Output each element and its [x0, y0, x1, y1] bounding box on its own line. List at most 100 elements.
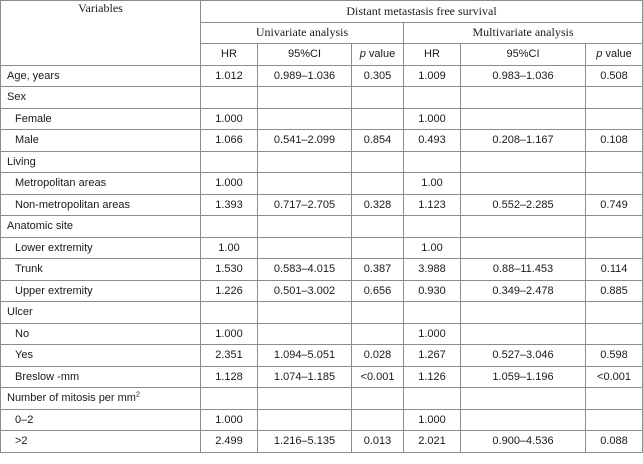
multivariate-ci-cell: 1.059–1.196: [460, 365, 586, 388]
table-row: Trunk 1.530 0.583–4.015 0.387 3.988 0.88–11.4…: [0, 258, 643, 281]
univariate-hr-cell: [200, 215, 258, 238]
univariate-hr-cell: 1.000: [200, 408, 258, 431]
univariate-ci-cell: 0.717–2.705: [257, 193, 352, 216]
multivariate-ci-cell: [460, 301, 586, 324]
univariate-hr-cell: 1.226: [200, 279, 258, 302]
header-row-3: HR 95%CI p value HR 95%CI p value: [1, 43, 643, 66]
header-row-1: Variables Distant metastasis free surviv…: [0, 0, 643, 66]
row-label-text: Yes: [15, 349, 33, 362]
multivariate-ci-cell: [460, 150, 586, 173]
row-label: Metropolitan areas: [0, 172, 201, 195]
multivariate-header: Multivariate analysis: [402, 21, 643, 44]
multivariate-p-cell: [584, 322, 643, 345]
univariate-hr-cell: 1.530: [200, 258, 258, 281]
row-label: Living: [0, 150, 201, 173]
univariate-hr-cell: 1.066: [200, 129, 258, 152]
table-row: Lower extremity 1.00 1.00: [0, 236, 643, 259]
multivariate-ci-cell: [460, 215, 586, 238]
row-label: Yes: [0, 344, 201, 367]
multivariate-p-cell: [584, 150, 643, 173]
multivariate-p-cell: [584, 107, 643, 130]
multivariate-ci-cell: 0.88–11.453: [460, 258, 586, 281]
univariate-ci-cell: 1.074–1.185: [257, 365, 352, 388]
multivariate-ci-cell: [460, 322, 586, 345]
univariate-hr-cell: [200, 150, 258, 173]
row-label-text: Metropolitan areas: [15, 177, 107, 190]
row-label-text: >2: [15, 435, 28, 448]
row-label-text: Upper extremity: [15, 284, 93, 297]
multivariate-hr-cell: 1.009: [403, 64, 461, 87]
table-row: Anatomic site: [0, 215, 643, 238]
univariate-p-cell: [351, 301, 404, 324]
univariate-ci-cell: 0.541–2.099: [257, 129, 352, 152]
univariate-ci-cell: [257, 86, 352, 109]
multivariate-hr-cell: 1.123: [403, 193, 461, 216]
row-label: Ulcer: [0, 301, 201, 324]
univariate-hr-cell: 2.351: [200, 344, 258, 367]
row-label-text: Anatomic site: [7, 220, 74, 233]
univariate-ci-cell: [257, 301, 352, 324]
multivariate-p-cell: [584, 387, 643, 410]
table-row: Non-metropolitan areas 1.393 0.717–2.705 0.…: [0, 193, 643, 216]
multivariate-p-cell: 0.598: [584, 344, 643, 367]
multivariate-ci-cell: 0.527–3.046: [460, 344, 586, 367]
multivariate-hr-cell: [403, 387, 461, 410]
multivariate-p-header: p value: [584, 43, 643, 66]
univariate-p-cell: [351, 408, 404, 431]
univariate-ci-cell: [257, 150, 352, 173]
row-label: Trunk: [0, 258, 201, 281]
univariate-hr-cell: [200, 387, 258, 410]
univariate-p-cell: 0.013: [351, 430, 404, 453]
table-row: >2 2.499 1.216–5.135 0.013 2.021 0.900–4.536 0…: [0, 430, 643, 453]
variables-header: Variables: [0, 0, 201, 66]
p-value-word: value: [365, 48, 396, 61]
row-label-text: Number of mitosis per mm: [7, 392, 136, 405]
univariate-p-cell: [351, 86, 404, 109]
multivariate-hr-cell: 2.021: [403, 430, 461, 453]
row-label: Breslow -mm: [0, 365, 201, 388]
row-label: Non-metropolitan areas: [0, 193, 201, 216]
table-row: Breslow -mm 1.128 1.074–1.185 <0.001 1.126 1.…: [0, 365, 643, 388]
univariate-p-cell: [351, 107, 404, 130]
table-row: Number of mitosis per mm2: [0, 387, 643, 410]
multivariate-ci-cell: 0.900–4.536: [460, 430, 586, 453]
multivariate-hr-cell: 1.00: [403, 236, 461, 259]
multivariate-hr-cell: [403, 215, 461, 238]
p-italic: p: [359, 48, 366, 61]
univariate-hr-cell: 1.012: [200, 64, 258, 87]
multivariate-p-cell: 0.108: [584, 129, 643, 152]
multivariate-hr-cell: 1.00: [403, 172, 461, 195]
univariate-p-cell: [351, 150, 404, 173]
table-body: Age, years 1.012 0.989–1.036 0.305 1.009 0.98…: [0, 64, 643, 453]
row-label-text: Non-metropolitan areas: [15, 198, 130, 211]
table-row: 0–2 1.000 1.000: [0, 408, 643, 431]
multivariate-hr-cell: 1.267: [403, 344, 461, 367]
table-row: Yes 2.351 1.094–5.051 0.028 1.267 0.527–3.046…: [0, 344, 643, 367]
multivariate-p-cell: [584, 215, 643, 238]
multivariate-hr-cell: [403, 86, 461, 109]
row-label: Lower extremity: [0, 236, 201, 259]
row-label: Male: [0, 129, 201, 152]
multivariate-p-cell: [584, 408, 643, 431]
multivariate-p-cell: 0.885: [584, 279, 643, 302]
row-label-text: No: [15, 327, 30, 340]
table-row: Ulcer: [0, 301, 643, 324]
univariate-p-cell: 0.328: [351, 193, 404, 216]
multivariate-hr-cell: 1.000: [403, 408, 461, 431]
row-label-text: Male: [15, 134, 39, 147]
univariate-hr-cell: 1.00: [200, 236, 258, 259]
univariate-ci-header: 95%CI: [257, 43, 352, 66]
row-label: 0–2: [0, 408, 201, 431]
univariate-p-cell: 0.305: [351, 64, 404, 87]
multivariate-hr-cell: 1.126: [403, 365, 461, 388]
row-label-text: Age, years: [7, 69, 60, 82]
multivariate-hr-cell: [403, 150, 461, 173]
univariate-ci-cell: 0.583–4.015: [257, 258, 352, 281]
univariate-header: Univariate analysis: [200, 21, 404, 44]
multivariate-hr-cell: 0.930: [403, 279, 461, 302]
univariate-hr-cell: 2.499: [200, 430, 258, 453]
univariate-p-cell: 0.854: [351, 129, 404, 152]
row-label-text: Female: [15, 112, 52, 125]
row-label-text: Trunk: [15, 263, 43, 276]
univariate-ci-cell: [257, 387, 352, 410]
